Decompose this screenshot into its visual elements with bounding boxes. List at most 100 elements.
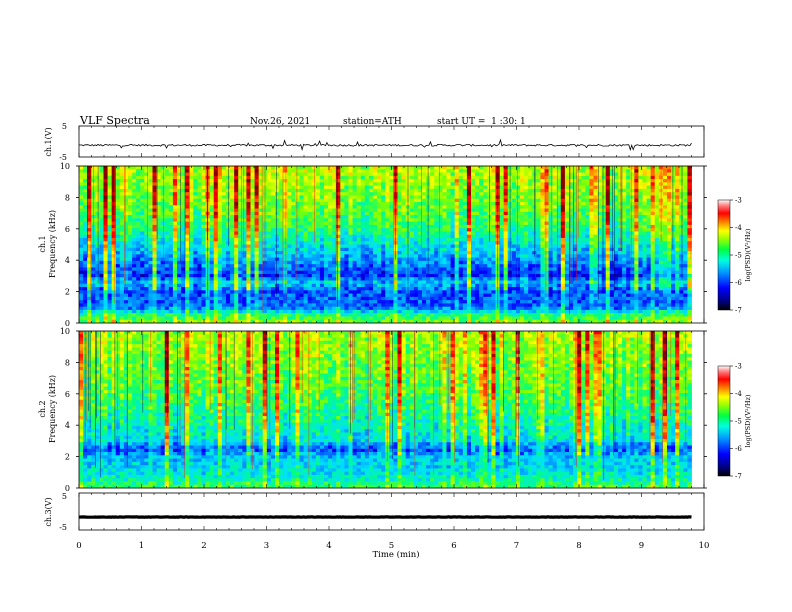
spectrogram-cell <box>197 172 202 177</box>
spectrogram-cell <box>348 179 353 183</box>
spectrogram-cell <box>177 244 182 249</box>
spectrogram-cell <box>442 172 447 177</box>
spectrogram-cell <box>397 260 402 265</box>
spectrogram-cell <box>397 316 402 321</box>
spectrogram-cell <box>360 224 366 229</box>
spectrogram-cell <box>340 300 345 304</box>
spectrogram-cell <box>491 211 496 216</box>
spectrogram-cell <box>246 208 251 213</box>
spectrogram-cell <box>123 319 129 324</box>
spectrogram-cell <box>230 192 235 196</box>
spectrogram-cell <box>389 270 394 275</box>
spectrogram-cell <box>332 244 337 249</box>
spectrogram-cell <box>217 169 223 173</box>
spectrogram-cell <box>385 270 390 275</box>
spectrogram-cell <box>148 277 153 281</box>
spectrogram-cell <box>103 257 108 262</box>
spectrogram-cell <box>156 277 162 281</box>
spectrogram-cell <box>332 300 337 304</box>
spectrogram-cell <box>356 247 362 252</box>
spectrogram-cell <box>185 267 190 272</box>
spectrogram-cell <box>230 201 235 206</box>
spectrogram-cell <box>348 287 353 291</box>
spectrogram-cell <box>275 244 280 249</box>
spectrogram-cell <box>144 290 149 294</box>
spectrogram-cell <box>413 231 419 236</box>
spectrogram-cell <box>83 283 88 288</box>
spectrogram-cell <box>471 211 476 216</box>
spectrogram-cell <box>201 316 206 321</box>
spectrogram-cell <box>115 309 121 314</box>
spectrogram-cell <box>417 260 423 265</box>
spectrogram-cell <box>193 228 198 232</box>
spectrogram-cell <box>197 277 202 281</box>
spectrogram-cell <box>201 264 206 268</box>
spectrogram-cell <box>156 221 162 226</box>
spectrogram-cell <box>201 215 206 219</box>
spectrogram-cell <box>246 169 251 173</box>
spectrogram-cell <box>356 234 362 239</box>
spectrogram-cell <box>417 270 423 275</box>
spectrogram-cell <box>311 283 317 288</box>
spectrogram-cell <box>393 273 398 278</box>
spectrogram-cell <box>360 201 366 206</box>
spectrogram-cell <box>344 309 349 314</box>
spectrogram-cell <box>471 273 476 278</box>
spectrogram-cell <box>234 241 239 245</box>
spectrogram-cell <box>324 201 329 206</box>
spectrogram-cell <box>201 221 206 226</box>
spectrogram-cell <box>299 201 304 206</box>
spectrogram-cell <box>377 224 382 229</box>
spectrogram-cell <box>217 172 223 177</box>
spectrogram-cell <box>413 241 419 245</box>
spectrogram-cell <box>352 247 358 252</box>
spectrogram-cell <box>307 264 313 268</box>
spectrogram-cell <box>197 234 202 239</box>
spectrogram-cell <box>491 260 496 265</box>
spectrogram-cell <box>136 179 141 183</box>
spectrogram-cell <box>332 195 337 200</box>
spectrogram-cell <box>144 234 149 239</box>
spectrogram-cell <box>246 287 251 291</box>
spectrogram-cell <box>213 293 219 298</box>
spectrogram-cell <box>324 273 329 278</box>
spectrogram-cell <box>373 172 378 177</box>
spectrogram-cell <box>144 309 149 314</box>
spectrogram-cell <box>254 319 260 324</box>
spectrogram-cell <box>479 218 484 222</box>
spectrogram-cell <box>471 244 476 249</box>
spectrogram-cell <box>466 201 472 206</box>
spectrogram-cell <box>270 293 276 298</box>
spectrogram-cell <box>156 166 162 170</box>
spectrogram-cell <box>254 237 260 242</box>
spectrogram-cell <box>238 270 243 275</box>
spectrogram-cell <box>83 300 88 304</box>
spectrogram-cell <box>160 316 166 321</box>
spectrogram-cell <box>307 211 313 216</box>
spectrogram-cell <box>226 290 231 294</box>
spectrogram-cell <box>283 192 288 196</box>
spectrogram-cell <box>172 234 178 239</box>
spectrogram-cell <box>217 224 223 229</box>
spectrogram-cell <box>479 172 484 177</box>
spectrogram-cell <box>315 293 321 298</box>
spectrogram-cell <box>479 267 484 272</box>
spectrogram-cell <box>344 179 349 183</box>
spectrogram-cell <box>475 251 480 255</box>
spectrogram-cell <box>164 270 170 275</box>
spectrogram-cell <box>315 316 321 321</box>
spectrogram-cell <box>364 316 370 321</box>
spectrogram-cell <box>258 215 264 219</box>
spectrogram-cell <box>230 296 235 301</box>
spectrogram-cell <box>364 237 370 242</box>
spectrogram-cell <box>356 316 362 321</box>
spectrogram-cell <box>336 169 341 173</box>
spectrogram-cell <box>119 293 125 298</box>
spectrogram-cell <box>181 306 186 311</box>
spectrogram-cell <box>119 300 125 304</box>
spectrogram-cell <box>401 247 407 252</box>
spectrogram-cell <box>491 224 496 229</box>
spectrogram-cell <box>128 218 133 222</box>
spectrogram-cell <box>422 172 427 177</box>
spectrogram-cell <box>491 172 496 177</box>
